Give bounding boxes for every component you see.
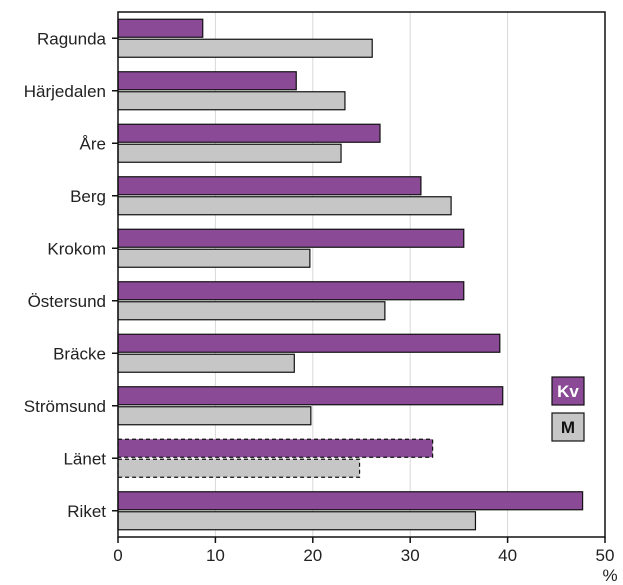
x-tick-label: 10 bbox=[206, 546, 225, 565]
x-tick-label: 20 bbox=[303, 546, 322, 565]
bar-kv-1 bbox=[117, 71, 297, 91]
category-label: Berg bbox=[70, 187, 106, 206]
x-tick-label: 50 bbox=[596, 546, 615, 565]
legend: Kv M bbox=[551, 376, 585, 442]
bar-m-7 bbox=[117, 406, 312, 426]
bar-kv-6 bbox=[117, 333, 501, 353]
x-axis-ticks: 0 10 20 30 40 50 bbox=[113, 537, 614, 565]
legend-swatch-kv bbox=[551, 376, 585, 406]
category-label: Ragunda bbox=[37, 29, 107, 48]
category-label: Åre bbox=[80, 134, 106, 153]
x-axis-unit: % bbox=[602, 566, 617, 585]
category-label: Riket bbox=[67, 502, 106, 521]
bar-m-8 bbox=[117, 458, 361, 478]
grid-lines bbox=[214, 12, 509, 537]
bar-m-4 bbox=[117, 248, 311, 268]
plot-area-frame bbox=[117, 11, 606, 538]
category-label: Krokom bbox=[47, 239, 106, 258]
category-labels: Ragunda Härjedalen Åre Berg Krokom Östersund B… bbox=[24, 29, 118, 521]
category-label: Östersund bbox=[28, 292, 106, 311]
bar-kv-4 bbox=[117, 228, 465, 248]
bar-m-2 bbox=[117, 143, 342, 163]
bar-m-3 bbox=[117, 196, 452, 216]
bar-m-5 bbox=[117, 301, 386, 321]
bar-kv-2 bbox=[117, 123, 381, 143]
bar-kv-3 bbox=[117, 176, 422, 196]
bar-kv-5 bbox=[117, 281, 465, 301]
bar-m-6 bbox=[117, 353, 295, 373]
bar-m-9 bbox=[117, 511, 477, 531]
category-label: Härjedalen bbox=[24, 82, 106, 101]
category-label: Strömsund bbox=[24, 397, 106, 416]
x-tick-label: 40 bbox=[498, 546, 517, 565]
category-label: Länet bbox=[63, 449, 106, 468]
x-tick-label: 0 bbox=[113, 546, 122, 565]
bar-kv-7 bbox=[117, 386, 504, 406]
bar-kv-8 bbox=[117, 438, 434, 458]
legend-label: M bbox=[561, 418, 575, 437]
x-tick-label: 30 bbox=[401, 546, 420, 565]
category-label: Bräcke bbox=[53, 344, 106, 363]
legend-swatch-m bbox=[551, 412, 585, 442]
bar-kv-9 bbox=[117, 491, 584, 511]
bar-m-1 bbox=[117, 91, 346, 111]
bar-m-0 bbox=[117, 38, 373, 58]
bars bbox=[117, 18, 584, 531]
bar-kv-0 bbox=[117, 18, 204, 38]
legend-label: Kv bbox=[557, 382, 579, 401]
